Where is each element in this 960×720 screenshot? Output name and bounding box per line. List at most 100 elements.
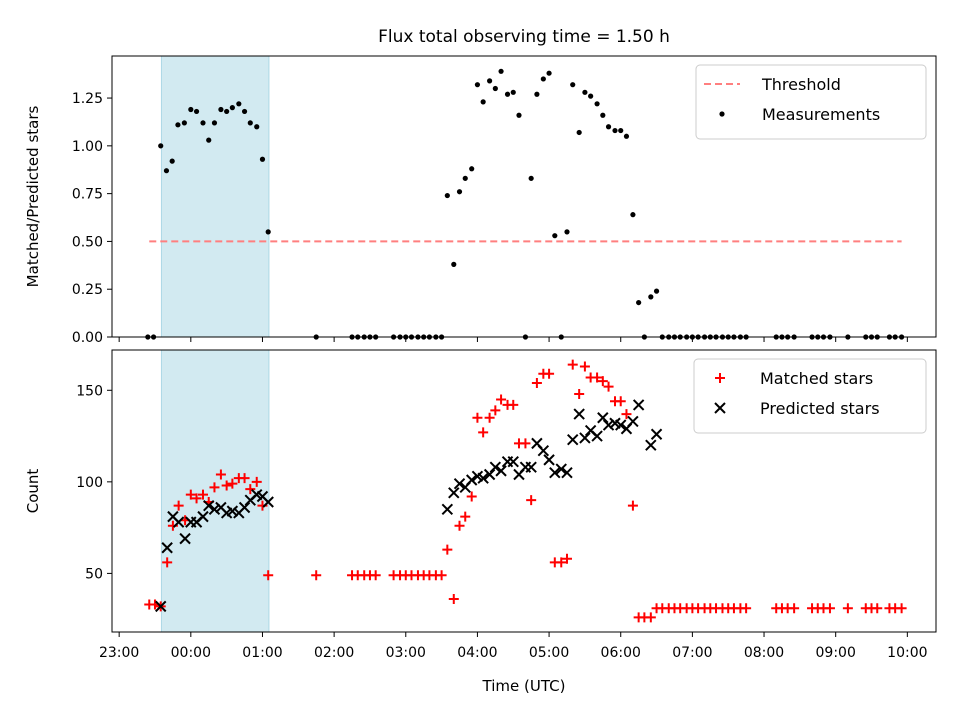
x-tick-label: 08:00 xyxy=(744,645,784,661)
data-point xyxy=(588,93,594,99)
data-point xyxy=(842,603,853,614)
data-point xyxy=(621,409,632,420)
data-point xyxy=(215,469,226,480)
data-point xyxy=(516,112,522,118)
data-point xyxy=(602,419,615,431)
data-point xyxy=(454,520,465,531)
data-point xyxy=(456,189,463,195)
data-point xyxy=(462,175,468,181)
data-point xyxy=(627,415,639,428)
data-point xyxy=(226,505,239,517)
legend: Threshold Measurements xyxy=(695,64,927,140)
data-point xyxy=(627,500,638,511)
data-point xyxy=(203,499,215,512)
data-point xyxy=(245,484,256,495)
data-point xyxy=(896,603,907,614)
y-tick-label: 1.00 xyxy=(72,139,103,155)
x-axis-label: Time (UTC) xyxy=(482,677,566,695)
data-point xyxy=(162,557,173,568)
data-point xyxy=(623,133,630,139)
x-tick-label: 01:00 xyxy=(242,645,282,661)
data-point xyxy=(478,427,489,438)
data-point xyxy=(209,482,220,493)
data-point xyxy=(466,491,477,502)
data-point xyxy=(630,212,636,218)
data-point xyxy=(197,489,208,500)
top-panel-ratio: 0.00 0.25 0.50 0.75 1.00 1.25 Matched/Predicte… xyxy=(24,55,937,346)
data-point xyxy=(540,76,546,82)
data-point xyxy=(453,477,466,490)
data-point xyxy=(436,570,447,581)
data-point xyxy=(442,544,453,555)
data-point xyxy=(648,294,654,300)
data-point xyxy=(451,261,457,267)
data-point xyxy=(474,82,481,88)
data-point xyxy=(229,105,235,111)
data-point xyxy=(169,158,175,164)
legend-label: Predicted stars xyxy=(760,399,880,418)
data-point xyxy=(508,399,519,410)
data-point xyxy=(251,476,262,487)
data-point xyxy=(526,495,537,506)
data-point xyxy=(236,101,242,107)
data-point xyxy=(528,175,534,181)
data-point xyxy=(653,288,660,294)
data-point xyxy=(567,359,578,370)
data-point xyxy=(531,377,542,388)
data-point xyxy=(224,108,230,115)
y-tick-label: 100 xyxy=(76,475,103,491)
axes-frame xyxy=(111,349,937,633)
data-point xyxy=(537,445,550,457)
data-point xyxy=(448,487,460,499)
data-point xyxy=(574,388,585,399)
data-point xyxy=(241,108,248,115)
data-point xyxy=(504,91,511,97)
legend-swatch xyxy=(719,111,725,117)
data-point xyxy=(206,137,212,143)
data-point xyxy=(549,466,561,479)
data-point xyxy=(465,474,478,486)
data-point xyxy=(175,122,181,128)
data-point xyxy=(615,419,627,431)
data-point xyxy=(552,233,558,239)
x-tick-label: 23:00 xyxy=(99,645,139,661)
data-point xyxy=(208,503,221,516)
bottom-panel-counts: 50 100 150 23:00 00:00 01:00 02:00 03:00 04:00 05… xyxy=(24,349,937,661)
data-point xyxy=(263,570,274,581)
data-point xyxy=(161,542,173,554)
legend: Matched stars Predicted stars xyxy=(693,358,927,434)
data-point xyxy=(564,229,570,235)
data-point xyxy=(872,603,883,614)
data-point xyxy=(618,127,624,134)
data-point xyxy=(573,408,585,420)
data-point xyxy=(507,455,519,468)
data-point xyxy=(582,89,588,95)
data-point xyxy=(238,501,251,514)
series-predicted-stars xyxy=(155,399,663,613)
legend-label: Matched stars xyxy=(760,369,873,388)
data-point xyxy=(579,432,591,444)
y-tick-label: 150 xyxy=(76,383,103,399)
data-point xyxy=(185,489,196,500)
data-point xyxy=(188,106,194,113)
data-point xyxy=(460,511,471,522)
data-point xyxy=(262,496,274,508)
data-point xyxy=(603,381,614,392)
data-point xyxy=(576,129,582,136)
data-point xyxy=(645,612,656,623)
data-point xyxy=(370,570,381,581)
data-point xyxy=(218,106,224,113)
data-point xyxy=(254,124,260,130)
data-point xyxy=(520,438,531,449)
data-point xyxy=(636,299,642,306)
series-matched-stars xyxy=(144,359,907,623)
data-point xyxy=(227,478,238,489)
data-point xyxy=(561,553,572,564)
x-tick-label: 05:00 xyxy=(529,645,569,661)
data-point xyxy=(200,120,206,126)
data-point xyxy=(163,168,170,174)
data-point xyxy=(561,466,573,479)
data-point xyxy=(605,124,612,130)
x-tick-label: 09:00 xyxy=(816,645,856,661)
